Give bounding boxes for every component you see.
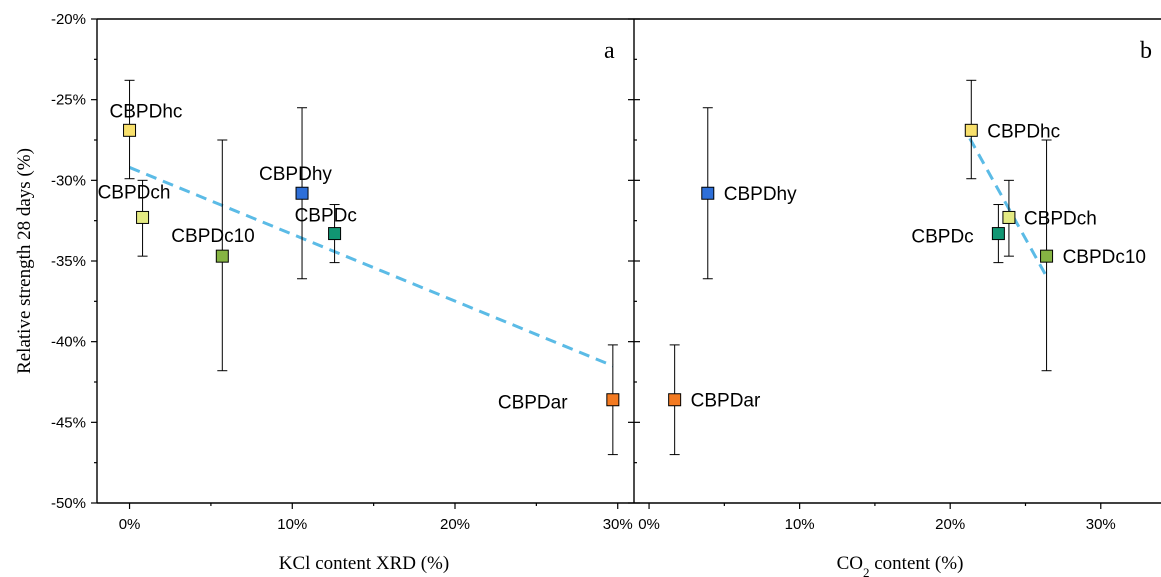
trendline-b [968,137,1047,275]
data-point-cbpdar [668,393,682,407]
data-point-cbpdhc [123,123,137,137]
panel-a: 0% 10% 20% 30% CBPDhc CBPDch CBPDc10 CBPDhy CBPD… [98,79,633,533]
x-axis-title-b-subscript: 2 [863,565,870,577]
y-tick-label: -45% [51,414,86,431]
x-axis-title-a: KCl content XRD (%) [279,553,449,574]
data-point-cbpdar [606,393,620,407]
data-point-cbpdc10 [215,249,229,263]
data-point-cbpdc [991,227,1005,241]
y-tick-label: -40% [51,334,86,351]
x-tick-label: 10% [785,516,815,533]
x-axis-title-b: CO2 content (%) [837,553,964,577]
panel-b: 0% 10% 20% 30% CBPDhy CBPDar CBPDhc CBPDch CBPDc… [638,79,1146,533]
point-label-cbpdhc: CBPDhc [110,101,183,122]
data-point-cbpdhy [701,186,715,200]
data-point-cbpdc10 [1040,249,1054,263]
point-label-cbpdar: CBPDar [498,393,568,414]
data-point-cbpdc [328,227,342,241]
point-label-cbpdar: CBPDar [691,391,761,412]
y-tick-label: -50% [51,495,86,512]
y-tick-label: -20% [51,11,86,28]
point-label-cbpdc10: CBPDc10 [1063,247,1146,268]
y-axis-ticks: -20% -25% -30% -35% -40% -45% -50% [51,11,640,512]
point-label-cbpdhy: CBPDhy [724,184,797,205]
x-tick-label: 10% [277,516,307,533]
panel-b-letter: b [1140,38,1152,64]
x-tick-label: 30% [1086,516,1116,533]
y-axis-title: Relative strength 28 days (%) [14,148,35,374]
point-label-cbpdch: CBPDch [98,182,171,203]
trendline-a [128,166,614,368]
point-label-cbpdc: CBPDc [911,227,973,248]
data-point-cbpdch [1002,210,1016,224]
x-tick-label: 20% [935,516,965,533]
y-tick-label: -35% [51,253,86,270]
point-label-cbpdc: CBPDc [295,206,357,227]
x-tick-label: 20% [440,516,470,533]
x-tick-label: 0% [119,516,141,533]
data-point-cbpdhc [964,123,978,137]
point-label-cbpdhc: CBPDhc [987,121,1060,142]
point-label-cbpdhy: CBPDhy [259,164,332,185]
point-label-cbpdc10: CBPDc10 [171,226,254,247]
point-label-cbpdch: CBPDch [1024,208,1097,229]
panel-a-letter: a [604,38,615,64]
data-point-cbpdhy [295,186,309,200]
y-tick-label: -25% [51,92,86,109]
x-tick-label: 30% [603,516,633,533]
x-tick-label: 0% [638,516,660,533]
y-tick-label: -30% [51,172,86,189]
data-point-cbpdch [136,210,150,224]
